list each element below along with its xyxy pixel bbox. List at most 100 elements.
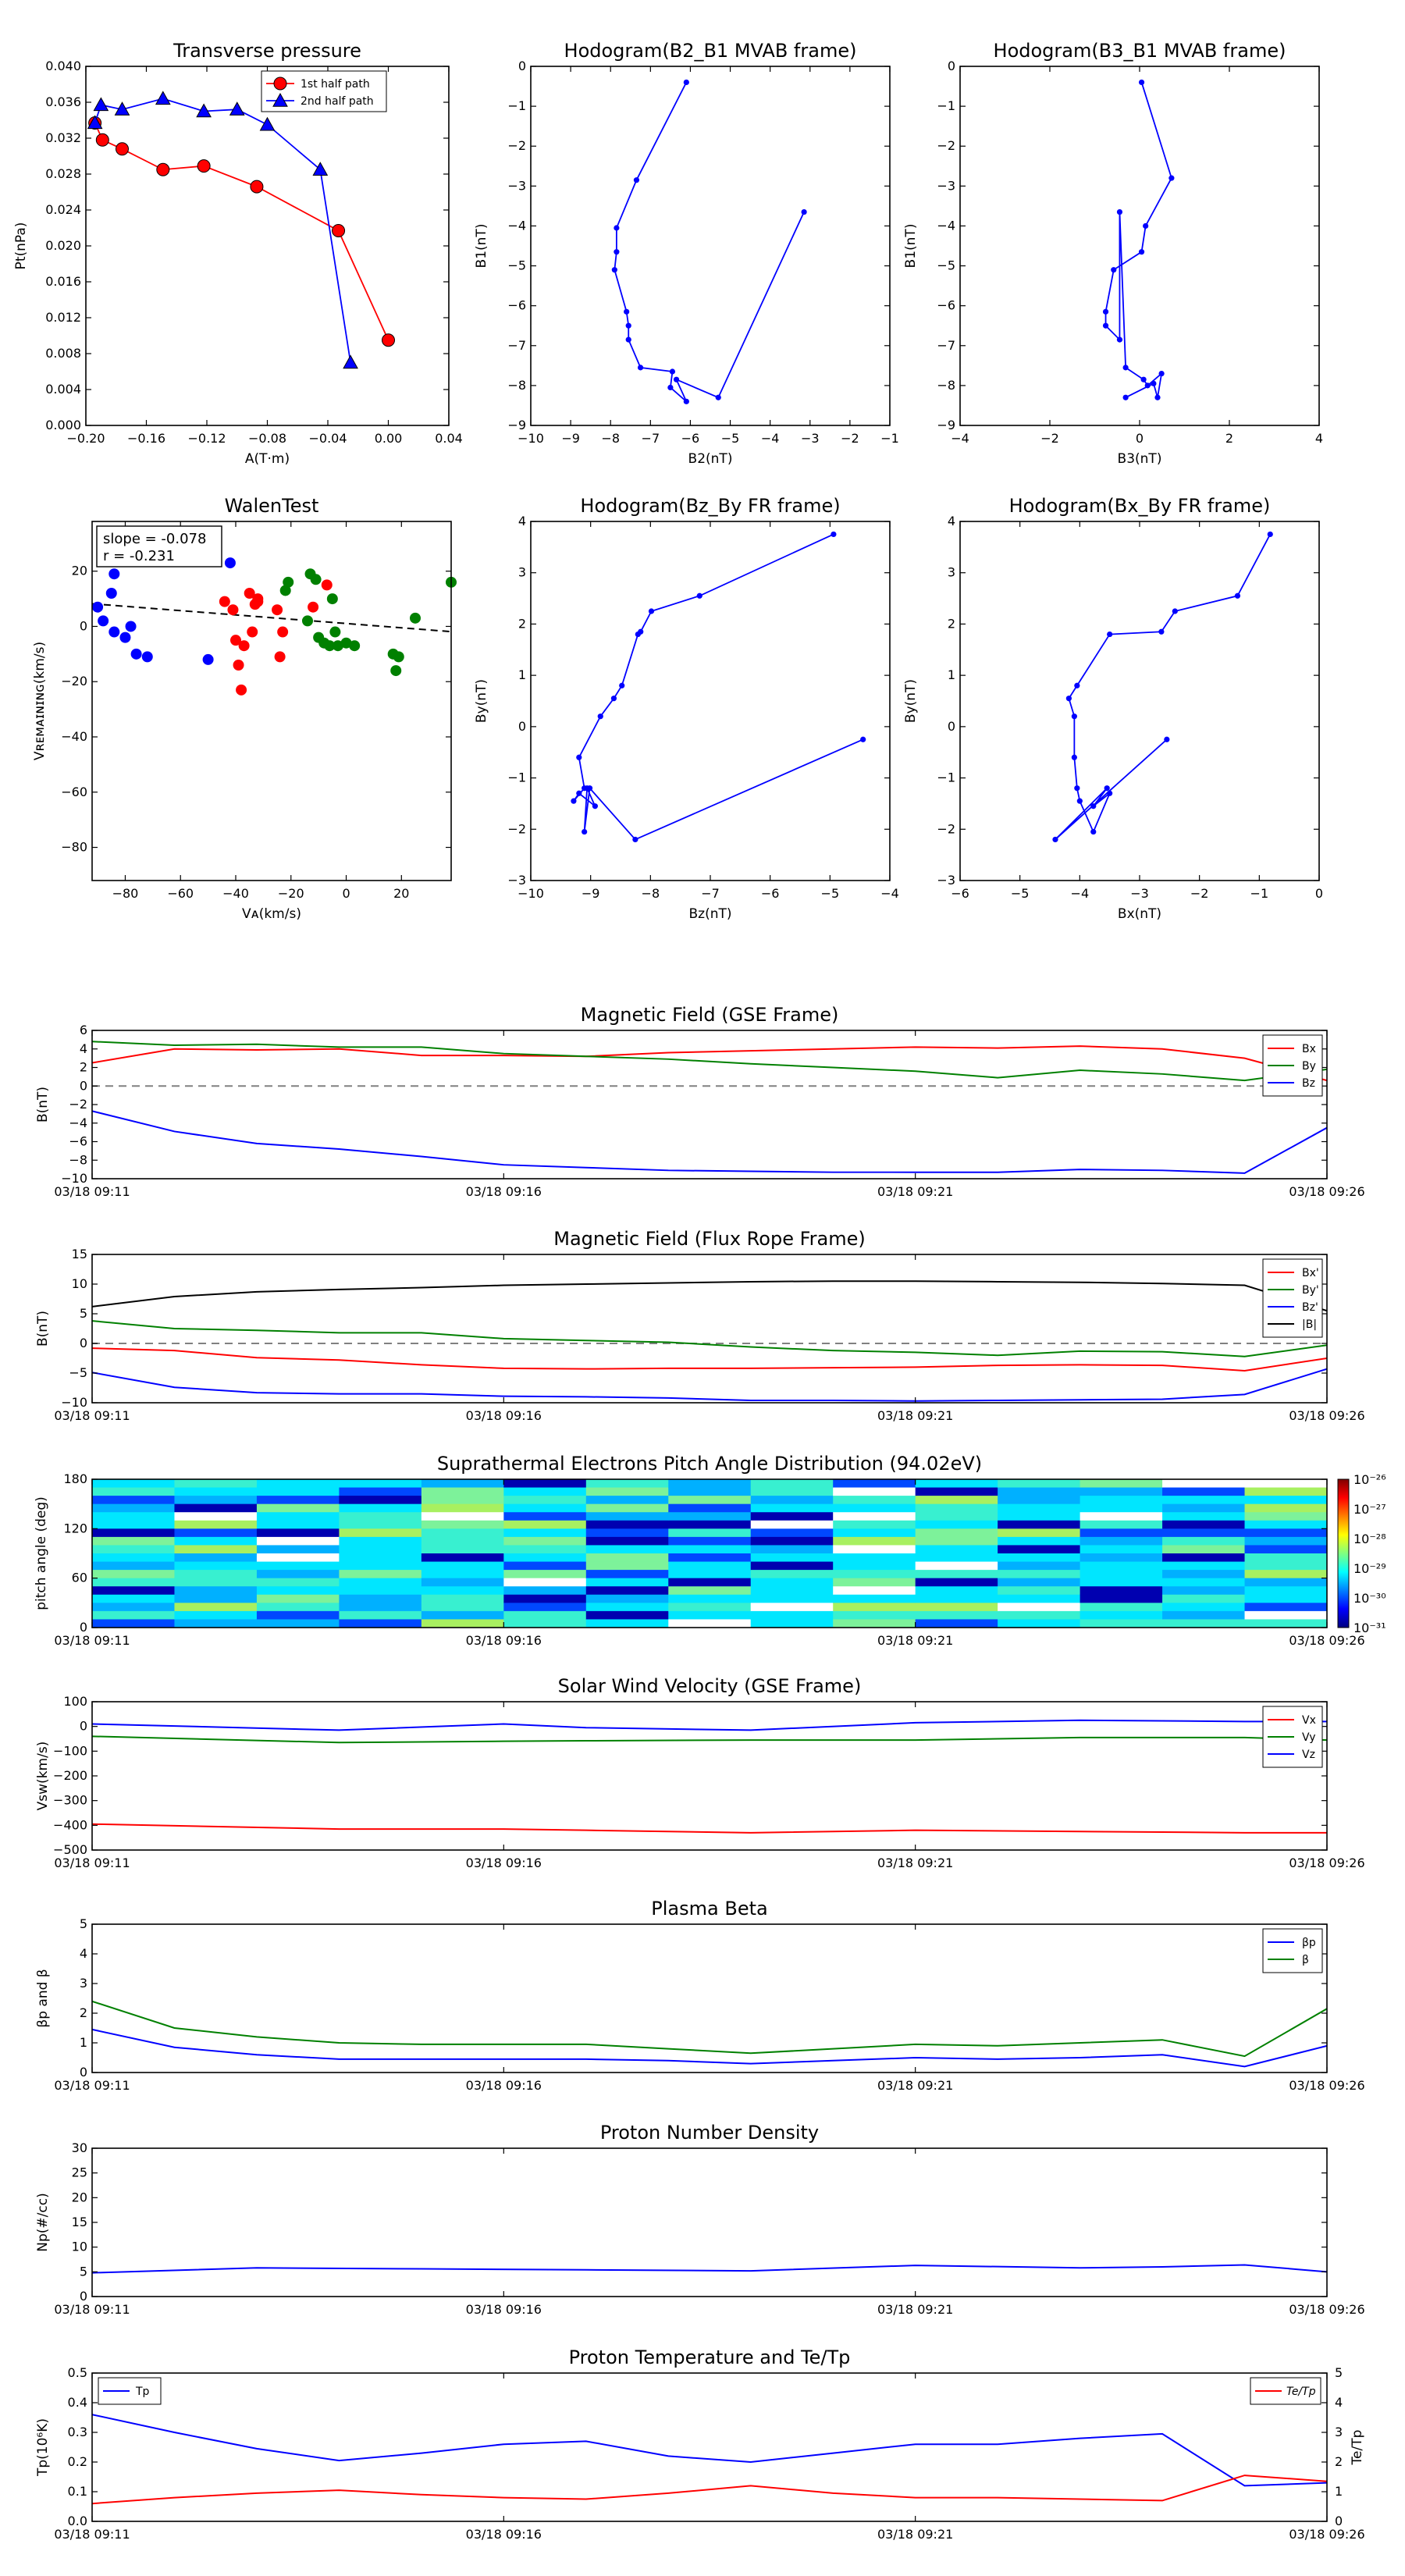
y-tick-label: 0.008 (45, 346, 81, 361)
y-tick-label: 30 (72, 2140, 87, 2155)
heatmap-cell (421, 1578, 504, 1587)
heatmap-cell (503, 1503, 587, 1513)
heatmap-cell (174, 1603, 258, 1612)
x-axis-label: Bz(nT) (688, 906, 731, 922)
data-point (87, 115, 103, 130)
y-tick-label-right: 3 (1335, 2425, 1343, 2439)
y-tick-label: 0.020 (45, 238, 81, 253)
y-tick-label: −3 (507, 178, 526, 193)
y-tick-label: 0.1 (68, 2484, 87, 2499)
heatmap-cell (339, 1578, 422, 1587)
y-tick-label: −8 (69, 1152, 87, 1167)
heatmap-cell (1080, 1503, 1163, 1513)
heatmap-cell (339, 1496, 422, 1505)
heatmap-cell (668, 1503, 752, 1513)
heatmap-cell (1244, 1520, 1328, 1529)
data-point (1052, 836, 1058, 843)
y-tick-label: 100 (63, 1694, 87, 1709)
heatmap-cell (750, 1561, 834, 1571)
heatmap-cell (1162, 1503, 1246, 1513)
y-axis-label: Tp(10⁶K) (35, 2418, 51, 2477)
data-point (592, 803, 598, 809)
heatmap-cell (668, 1553, 752, 1563)
heatmap-cell (1162, 1561, 1246, 1571)
x-tick-label: −1 (1250, 886, 1269, 901)
data-point (614, 249, 620, 255)
heatmap-cell (1080, 1570, 1163, 1579)
heatmap-cell (833, 1536, 916, 1546)
heatmap-cell (421, 1479, 504, 1489)
x-tick-label: 03/18 09:21 (877, 2527, 953, 2542)
y-tick-label: 0 (80, 618, 87, 633)
heatmap-cell (833, 1487, 916, 1496)
heatmap-cell (915, 1578, 998, 1587)
heatmap-cell (1080, 1512, 1163, 1521)
heatmap-cell (1080, 1619, 1163, 1628)
data-point (202, 653, 214, 665)
data-point (230, 635, 241, 646)
y-tick-label: 4 (80, 1946, 87, 1961)
data-point (277, 626, 289, 638)
heatmap-cell (503, 1619, 587, 1628)
data-point (283, 576, 294, 588)
heatmap-cell (1162, 1570, 1246, 1579)
y-tick-label: 0.4 (68, 2395, 87, 2410)
x-tick-label: −6 (951, 886, 969, 901)
heatmap-cell (1080, 1487, 1163, 1496)
heatmap-cell (92, 1536, 175, 1546)
heatmap-cell (256, 1610, 340, 1620)
data-point (1234, 592, 1241, 599)
heatmap-cell (339, 1520, 422, 1529)
y-tick-label: −10 (61, 1171, 87, 1186)
heatmap-cell (174, 1487, 258, 1496)
y-tick-label: 5 (80, 2264, 87, 2279)
legend-label: β (1302, 1954, 1309, 1966)
data-point (108, 626, 120, 638)
x-tick-label: 03/18 09:16 (466, 2302, 542, 2317)
y-axis-label: B(nT) (35, 1311, 51, 1347)
heatmap-cell (92, 1610, 175, 1620)
data-point (1074, 682, 1080, 688)
x-tick-label: 03/18 09:21 (877, 2302, 953, 2317)
heatmap-cell (92, 1528, 175, 1538)
heatmap-cell (915, 1536, 998, 1546)
heatmap-cell (998, 1553, 1081, 1563)
y-tick-label: 5 (80, 1916, 87, 1931)
x-tick-label: 03/18 09:21 (877, 1408, 953, 1423)
plot-frame (91, 1923, 1328, 2073)
x-tick-label: 03/18 09:21 (877, 1633, 953, 1648)
x-tick-label: 03/18 09:26 (1289, 1184, 1364, 1199)
data-point (224, 557, 236, 569)
y-tick-label: 0 (80, 1336, 87, 1350)
chart-pad: Suprathermal Electrons Pitch Angle Distr… (34, 1453, 1386, 1648)
heatmap-cell (256, 1503, 340, 1513)
data-point (95, 133, 109, 147)
legend-label: Te/Tp (1286, 2386, 1316, 2398)
y-tick-label-right: 1 (1335, 2484, 1343, 2499)
heatmap-cell (421, 1496, 504, 1505)
y-tick-label: −80 (61, 840, 87, 855)
chart-title: Magnetic Field (GSE Frame) (581, 1004, 839, 1026)
data-point (236, 684, 247, 696)
chart-fr: Magnetic Field (Flux Rope Frame) 03/18 09… (35, 1228, 1365, 1423)
heatmap-cell (1162, 1512, 1246, 1521)
y-tick-label: −5 (69, 1365, 87, 1380)
heatmap-cell (668, 1619, 752, 1628)
chart-title: Hodogram(Bz_By FR frame) (580, 495, 840, 517)
x-axis-label: B2(nT) (688, 451, 733, 467)
plot-frame (530, 66, 891, 426)
y-tick-label: 0.004 (45, 382, 81, 397)
heatmap-cell (833, 1578, 916, 1587)
heatmap-cell (339, 1561, 422, 1571)
heatmap-cell (998, 1619, 1081, 1628)
x-tick-label: −4 (880, 886, 899, 901)
heatmap-cell (1244, 1553, 1328, 1563)
heatmap-cell (668, 1603, 752, 1612)
y-tick-label: −2 (507, 821, 526, 836)
chart-tp: Transverse pressure −0.20 −0.16 −0.12 −0.08 −… (13, 40, 463, 467)
heatmap-cell (750, 1536, 834, 1546)
heatmap-cell (256, 1487, 340, 1496)
y-tick-label: −1 (507, 98, 526, 113)
series-line (92, 2028, 1327, 2068)
heatmap-cell (1080, 1586, 1163, 1596)
